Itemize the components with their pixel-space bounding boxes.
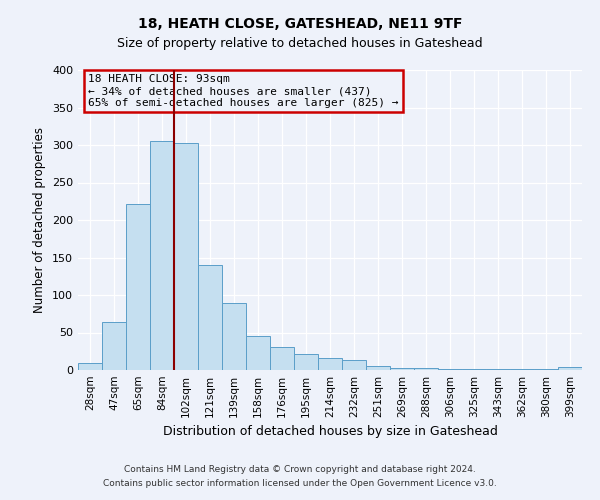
Bar (126, 204, 150, 370)
Bar (270, 347, 294, 370)
Text: 18 HEATH CLOSE: 93sqm
← 34% of detached houses are smaller (437)
65% of semi-det: 18 HEATH CLOSE: 93sqm ← 34% of detached … (88, 74, 398, 108)
Bar (438, 368, 462, 370)
Bar (558, 367, 582, 370)
Bar (150, 140, 174, 370)
Bar (318, 358, 342, 370)
Bar (294, 354, 318, 370)
Text: 18, HEATH CLOSE, GATESHEAD, NE11 9TF: 18, HEATH CLOSE, GATESHEAD, NE11 9TF (138, 18, 462, 32)
Text: Size of property relative to detached houses in Gateshead: Size of property relative to detached ho… (117, 38, 483, 51)
Bar (342, 360, 366, 370)
Bar (462, 368, 486, 370)
Bar (390, 368, 414, 370)
Bar (198, 265, 222, 370)
Y-axis label: Number of detached properties: Number of detached properties (34, 127, 46, 313)
X-axis label: Distribution of detached houses by size in Gateshead: Distribution of detached houses by size … (163, 426, 497, 438)
Bar (174, 143, 198, 370)
Bar (510, 368, 534, 370)
Text: Contains HM Land Registry data © Crown copyright and database right 2024.
Contai: Contains HM Land Registry data © Crown c… (103, 466, 497, 487)
Bar (414, 368, 438, 370)
Bar (246, 336, 270, 370)
Bar (366, 366, 390, 370)
Bar (534, 368, 558, 370)
Bar (486, 368, 510, 370)
Bar (78, 362, 102, 370)
Bar (222, 302, 246, 370)
Bar (102, 322, 126, 370)
